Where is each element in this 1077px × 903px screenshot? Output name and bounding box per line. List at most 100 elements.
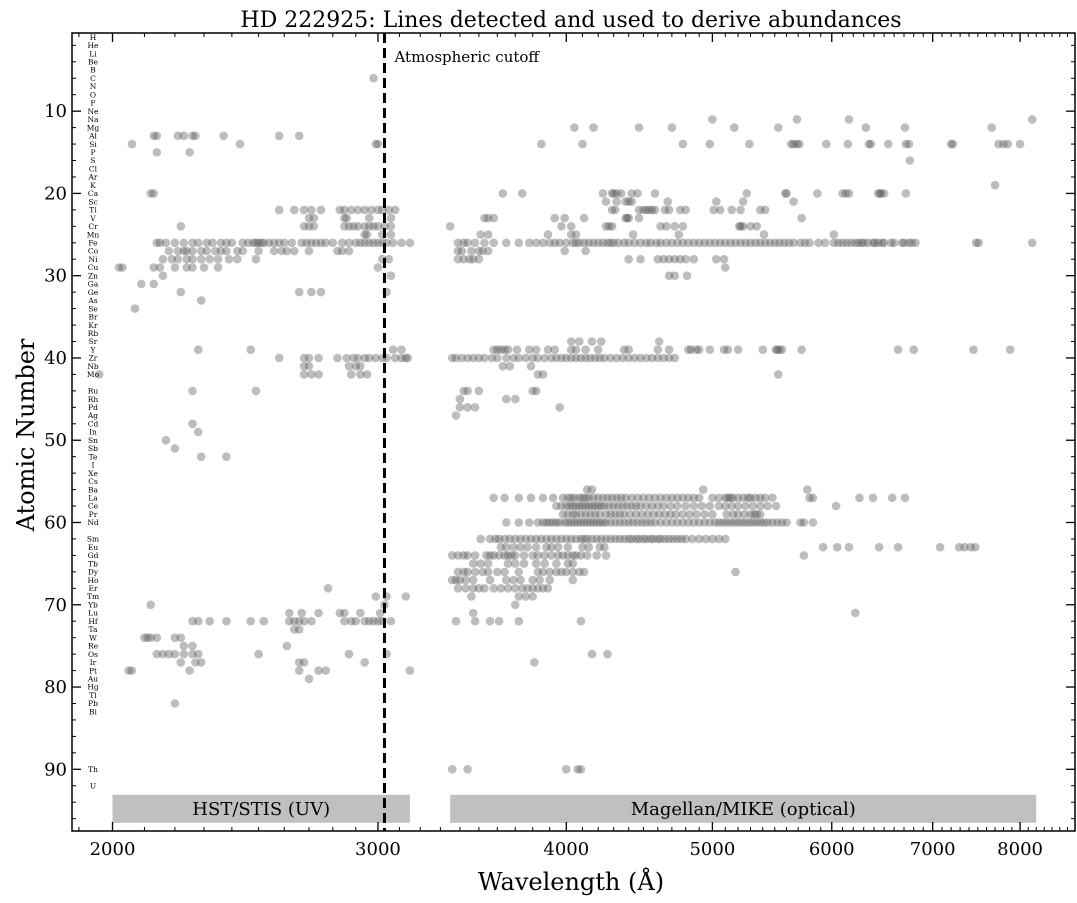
data-point: [774, 123, 783, 132]
data-point: [721, 534, 730, 544]
data-point: [777, 518, 787, 527]
data-point: [667, 518, 677, 527]
element-label: Mn: [87, 230, 100, 239]
data-point: [222, 246, 231, 256]
data-point: [624, 213, 633, 223]
data-point: [294, 616, 304, 626]
data-point: [233, 254, 242, 264]
data-point: [550, 213, 559, 223]
instrument-band: [112, 794, 410, 823]
data-point: [380, 222, 389, 231]
data-point: [373, 222, 383, 231]
data-point: [589, 123, 598, 132]
data-point: [521, 353, 531, 363]
data-point: [388, 238, 398, 248]
data-point: [503, 584, 513, 593]
data-point: [694, 493, 704, 503]
data-point: [451, 616, 461, 626]
element-label: Ar: [87, 173, 97, 182]
element-label: Yb: [87, 600, 98, 609]
data-point: [694, 345, 704, 355]
data-point: [146, 189, 155, 198]
data-point: [570, 518, 579, 527]
data-point: [507, 551, 516, 560]
data-point: [346, 616, 356, 626]
data-point: [864, 139, 874, 149]
data-point: [664, 254, 674, 264]
data-point: [405, 238, 415, 248]
data-point: [795, 139, 804, 149]
data-point: [179, 238, 189, 248]
data-point: [274, 238, 284, 248]
data-point: [390, 353, 400, 363]
element-label: I: [92, 461, 95, 470]
data-point: [545, 567, 554, 577]
data-point: [576, 616, 586, 626]
data-point: [671, 510, 681, 519]
data-point: [627, 189, 636, 198]
data-point: [822, 139, 831, 149]
data-point: [548, 493, 558, 503]
data-point: [397, 353, 406, 363]
data-point: [493, 353, 502, 363]
data-point: [578, 493, 587, 503]
data-point: [557, 222, 566, 231]
data-point: [692, 345, 701, 355]
data-point: [637, 510, 647, 519]
data-point: [624, 534, 633, 544]
data-point: [765, 238, 775, 248]
data-point: [307, 616, 316, 626]
data-point: [875, 189, 885, 198]
axis-ticks: 2000 3000 4000 5000 6000 7000 8000 10 20 30 40 50 60…: [44, 33, 1075, 860]
data-point: [514, 567, 524, 577]
element-label: He: [88, 41, 100, 50]
data-point: [854, 238, 863, 248]
data-point: [660, 510, 670, 519]
data-point: [581, 353, 590, 363]
data-point: [581, 345, 590, 355]
data-point: [545, 575, 554, 585]
data-point: [612, 197, 621, 206]
data-point: [820, 238, 830, 248]
data-point: [911, 238, 920, 248]
data-point: [728, 493, 738, 503]
data-point: [772, 345, 782, 355]
data-point: [523, 542, 532, 552]
data-point: [777, 345, 787, 355]
data-point: [480, 584, 489, 593]
data-point: [681, 205, 690, 215]
data-point: [999, 139, 1008, 149]
data-point: [314, 666, 323, 675]
element-label: As: [87, 296, 97, 305]
data-point: [970, 542, 980, 552]
data-point: [571, 230, 581, 239]
data-point: [170, 444, 180, 453]
data-point: [496, 542, 506, 552]
data-point: [505, 361, 515, 371]
data-point: [618, 501, 627, 511]
data-point: [721, 501, 730, 511]
data-point: [738, 493, 748, 503]
data-point: [575, 493, 584, 503]
data-point: [555, 518, 564, 527]
data-point: [736, 205, 745, 215]
data-point: [176, 287, 186, 297]
data-point: [652, 238, 661, 248]
data-point: [511, 534, 520, 544]
data-point: [528, 575, 537, 585]
x-tick-label: 3000: [355, 839, 401, 860]
x-tick-label: 4000: [543, 839, 589, 860]
data-point: [155, 238, 165, 248]
element-label: Rh: [88, 395, 99, 404]
data-point: [639, 534, 648, 544]
data-point: [726, 493, 735, 503]
data-point: [893, 542, 903, 552]
data-point: [760, 205, 770, 215]
element-label: Si: [89, 140, 97, 149]
data-point: [468, 559, 478, 568]
data-point: [841, 189, 851, 198]
data-point: [723, 345, 733, 355]
data-point: [598, 238, 608, 248]
data-point: [511, 584, 520, 593]
data-point: [673, 518, 682, 527]
